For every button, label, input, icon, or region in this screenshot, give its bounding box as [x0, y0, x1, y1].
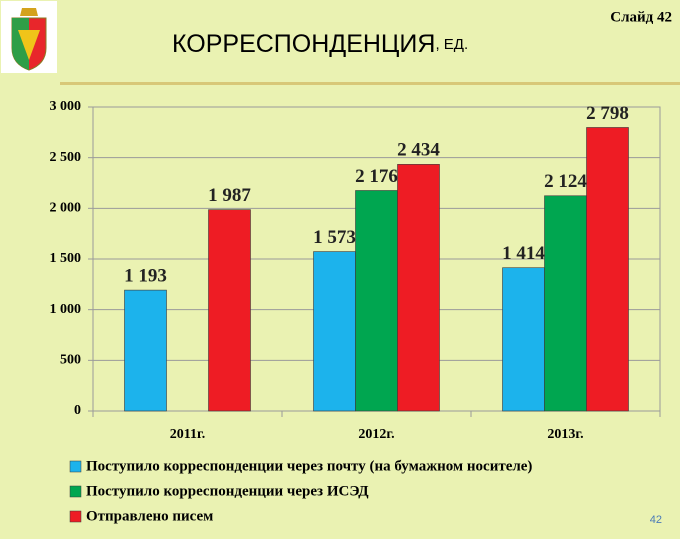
y-tick-label: 1 000 — [50, 302, 82, 317]
value-label: 1 193 — [124, 265, 167, 286]
header-rule — [60, 82, 680, 85]
bar — [208, 209, 251, 412]
value-label: 1 573 — [313, 227, 356, 248]
legend-swatch — [69, 510, 82, 523]
value-label: 2 434 — [397, 140, 440, 161]
legend-swatch — [69, 460, 82, 473]
y-tick-label: 2 000 — [50, 201, 82, 216]
value-label: 1 414 — [502, 243, 545, 264]
value-label: 2 798 — [586, 103, 629, 124]
y-tick-label: 2 500 — [50, 150, 82, 165]
title: КОРРЕСПОНДЕНЦИЯ — [172, 30, 435, 58]
legend-label: Поступило корреспонденции через почту (н… — [86, 458, 532, 474]
bar — [355, 190, 398, 412]
value-label: 2 176 — [355, 166, 398, 187]
chart: 0 500 1 000 1 500 2 000 2 500 3 000 2011г. 2012г… — [50, 99, 661, 524]
value-label: 2 124 — [544, 171, 587, 192]
x-tick-label: 2012г. — [358, 427, 394, 442]
y-tick-label: 500 — [60, 353, 81, 368]
logo — [11, 8, 47, 71]
bar — [124, 289, 167, 412]
slide-title: КОРРЕСПОНДЕНЦИЯ, ЕД. — [172, 30, 468, 58]
x-tick-label: 2013г. — [547, 427, 583, 442]
y-tick-label: 3 000 — [50, 99, 82, 114]
bar — [502, 267, 545, 412]
y-tick-label: 0 — [74, 403, 81, 418]
x-tick-label: 2011г. — [170, 427, 206, 442]
bar — [586, 127, 629, 412]
legend-swatch — [69, 485, 82, 498]
bar — [544, 195, 587, 412]
slide-label: Слайд 42 — [610, 9, 672, 25]
bar — [313, 251, 356, 412]
legend-label: Поступило корреспонденции через ИСЭД — [86, 483, 369, 499]
legend-label: Отправлено писем — [86, 508, 213, 524]
bar — [397, 164, 440, 412]
y-tick-label: 1 500 — [50, 251, 82, 266]
unit: , ЕД. — [435, 36, 468, 53]
page-number: 42 — [650, 514, 662, 526]
value-label: 1 987 — [208, 185, 251, 206]
